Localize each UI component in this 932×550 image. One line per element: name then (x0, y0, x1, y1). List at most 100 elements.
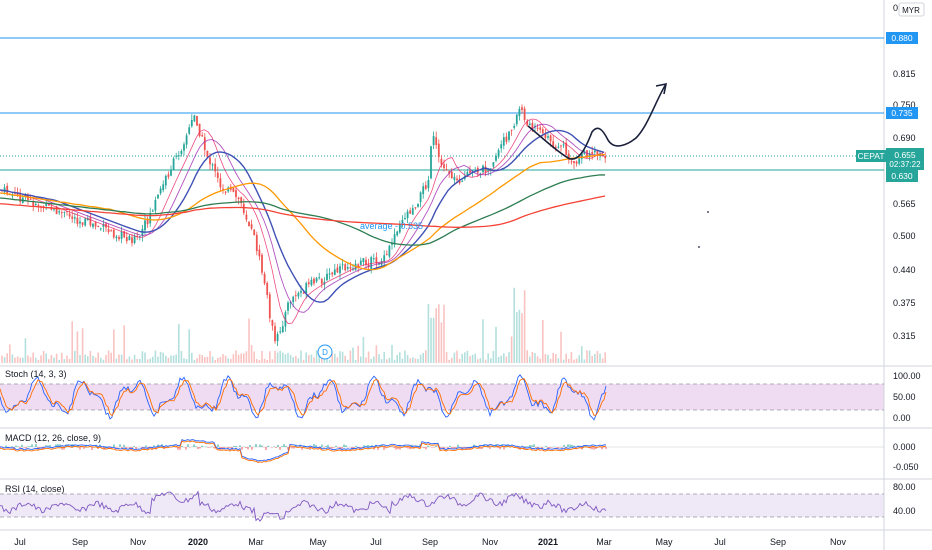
candle-body (372, 258, 375, 260)
candle-body (346, 267, 349, 269)
candle-body (102, 224, 105, 227)
volume-bar (159, 351, 162, 363)
volume-bar (154, 350, 157, 363)
volume-bar (48, 359, 50, 363)
volume-bar (89, 350, 92, 363)
macd-line[interactable] (0, 439, 607, 462)
macd-title[interactable]: MACD (12, 26, close, 9) (5, 433, 101, 443)
macd-hist-bar (319, 447, 321, 450)
macd-hist-bar (193, 444, 195, 447)
volume-bar (331, 353, 333, 363)
candle-body (445, 169, 448, 171)
macd-hist-bar (355, 445, 357, 447)
candle-body (94, 222, 97, 227)
ma-red-line[interactable] (0, 195, 606, 228)
volume-bar (237, 354, 240, 363)
volume-bar (115, 358, 118, 363)
candle-body (63, 211, 66, 213)
volume-bar (536, 356, 539, 363)
volume-bar (313, 357, 315, 363)
stoch-d-line[interactable] (0, 378, 607, 417)
macd-hist-bar (329, 447, 331, 449)
macd-hist-bar (265, 447, 267, 450)
candle-body (404, 217, 406, 219)
forecast-drawing[interactable] (527, 83, 667, 160)
ma-fast-line[interactable] (0, 118, 605, 324)
macd-hist-bar (403, 445, 405, 447)
candle-body (92, 223, 94, 227)
candle-body (513, 125, 516, 128)
candle-body (302, 292, 305, 294)
volume-bar (27, 355, 29, 363)
ma-orange-line[interactable] (0, 153, 606, 271)
volume-bar (100, 357, 102, 363)
volume-bar (68, 358, 71, 363)
volume-bar (222, 354, 224, 363)
candle-body (149, 213, 152, 224)
ma-mid-line[interactable] (0, 123, 605, 313)
macd-hist-bar (251, 447, 253, 450)
candle-body (151, 210, 154, 212)
price-tick: 0.815 (893, 69, 916, 79)
macd-hist-bar (287, 447, 289, 450)
volume-bar (534, 352, 536, 363)
candle-body (362, 258, 365, 263)
volume-bar (152, 356, 154, 363)
price-axis-ticks: 0.815 0.750 0.690 0.565 0.500 0.440 0.375 0.315 (893, 69, 916, 341)
volume-bar (505, 356, 508, 363)
stoch-title[interactable]: Stoch (14, 3, 3) (5, 369, 67, 379)
macd-hist-bar (567, 444, 569, 447)
volume-bar (292, 357, 294, 363)
volume-bar (487, 353, 489, 363)
candle-body (193, 115, 196, 122)
last-price: 0.655 (894, 150, 916, 160)
macd-hist-bar (327, 444, 329, 447)
candle-body (255, 234, 258, 252)
candle-body (190, 119, 193, 127)
volume-bar (596, 350, 599, 363)
ticker-symbol-tag[interactable] (856, 150, 886, 162)
macd-signal-line[interactable] (0, 440, 607, 463)
volume-bar (599, 353, 601, 363)
macd-hist-bar (367, 445, 369, 447)
volume-bar (102, 359, 105, 363)
candle-body (73, 217, 76, 219)
time-tick: May (309, 537, 327, 547)
macd-hist-bar (233, 446, 235, 447)
volume-bars (1, 287, 606, 363)
volume-bar (471, 354, 474, 363)
volume-bar (204, 356, 206, 363)
candle-body (206, 150, 209, 158)
macd-hist-bar (599, 447, 601, 448)
macd-hist-bar (79, 447, 81, 450)
macd-hist-bar (23, 447, 25, 448)
volume-bar (575, 358, 578, 363)
currency-badge[interactable] (898, 2, 925, 17)
macd-hist-bar (419, 444, 421, 447)
ma-blue-line[interactable] (0, 129, 605, 303)
volume-bar (126, 359, 128, 363)
rsi-line[interactable] (0, 490, 607, 522)
dividend-marker[interactable] (317, 344, 333, 360)
candle-body (138, 236, 141, 238)
candle-body (242, 203, 245, 214)
rsi-title[interactable]: RSI (14, close) (5, 484, 65, 494)
macd-hist-bar (27, 446, 29, 447)
candle-body (125, 237, 128, 242)
candle-body (180, 151, 183, 155)
volume-bar (305, 352, 307, 363)
candle-body (430, 146, 432, 179)
ma-green-line[interactable] (0, 174, 606, 246)
hline-label-0630 (886, 170, 918, 182)
price-tick: 0.565 (893, 199, 916, 209)
volume-bar (196, 358, 198, 363)
volume-bar (133, 354, 136, 363)
macd-hist-bar (103, 447, 105, 450)
candle-body (99, 228, 102, 230)
candle-body (461, 180, 464, 182)
candle-body (112, 229, 115, 238)
candle-body (209, 157, 211, 165)
macd-hist-bar (525, 446, 527, 447)
volume-bar (341, 351, 344, 363)
